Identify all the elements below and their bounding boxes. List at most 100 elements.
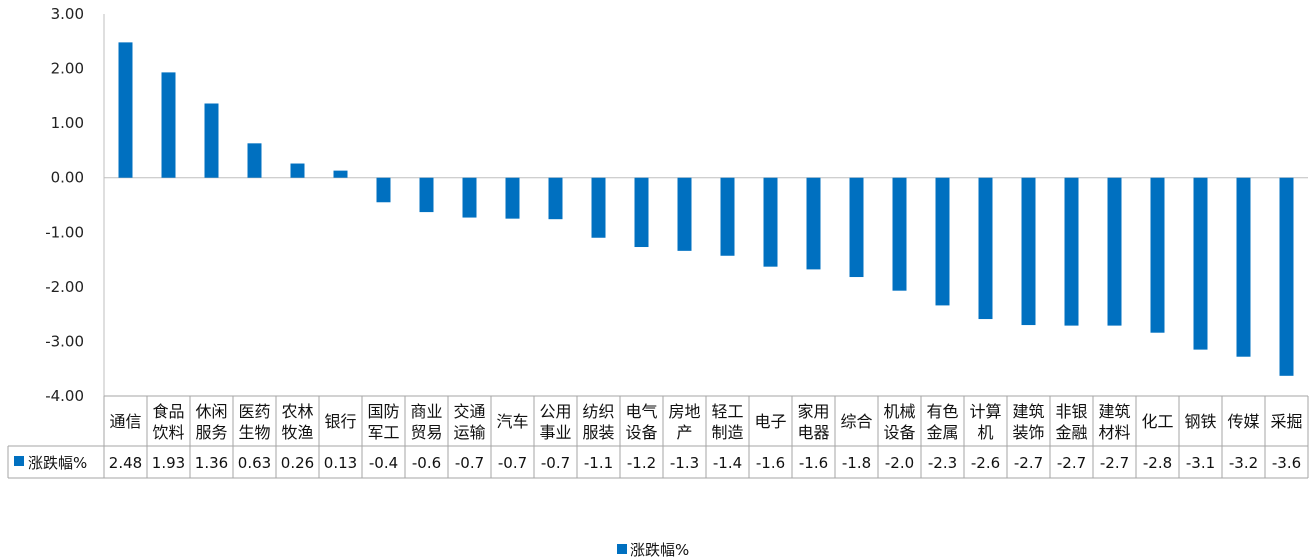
bar [1279, 177, 1294, 376]
bar [1064, 177, 1079, 326]
category-label: 建筑 [1012, 402, 1044, 421]
y-tick-label: -3.00 [45, 332, 84, 350]
bar [806, 177, 821, 270]
table-value: -2.8 [1143, 454, 1172, 472]
table-value: -1.2 [627, 454, 656, 472]
category-label: 运输 [453, 423, 485, 442]
table-value: -3.1 [1186, 454, 1215, 472]
legend-label: 涨跌幅% [630, 541, 689, 559]
table-value: -1.6 [799, 454, 828, 472]
category-label: 电器 [797, 423, 829, 442]
category-label: 房地 [668, 402, 700, 421]
bar [763, 177, 778, 267]
bar [505, 177, 520, 219]
category-label: 电子 [754, 412, 786, 431]
y-tick-label: -2.00 [45, 278, 84, 296]
category-label: 通信 [109, 412, 141, 431]
table-value: -0.7 [498, 454, 527, 472]
category-label: 金融 [1055, 423, 1087, 442]
category-label: 交通 [453, 402, 485, 421]
bar [978, 177, 993, 320]
category-label: 家用 [797, 402, 829, 421]
category-label: 材料 [1098, 423, 1130, 442]
table-value: 0.63 [238, 454, 271, 472]
bar [419, 177, 434, 213]
table-value: -1.1 [584, 454, 613, 472]
category-label: 设备 [625, 423, 657, 442]
legend-swatch [617, 544, 627, 554]
y-tick-label: 3.00 [51, 5, 84, 23]
table-value: 0.26 [281, 454, 314, 472]
bar [333, 170, 348, 178]
category-label: 生物 [238, 423, 270, 442]
category-label: 纺织 [582, 402, 614, 421]
bar [290, 163, 305, 178]
category-label: 建筑 [1098, 402, 1130, 421]
bar [849, 177, 864, 278]
table-value: 1.36 [195, 454, 228, 472]
bar [462, 177, 477, 218]
bar [1150, 177, 1165, 333]
y-tick-label: 0.00 [51, 169, 84, 187]
category-label: 制造 [711, 423, 743, 442]
category-label: 公用 [539, 402, 571, 421]
table-series-swatch [14, 456, 24, 466]
bar [677, 177, 692, 251]
y-tick-label: -1.00 [45, 223, 84, 241]
category-label: 汽车 [496, 412, 528, 431]
bar [161, 72, 176, 178]
bar [118, 42, 133, 178]
category-label: 传媒 [1227, 412, 1259, 431]
category-label: 计算 [969, 402, 1001, 421]
bar [247, 143, 262, 178]
category-label: 有色 [926, 402, 958, 421]
category-label: 非银 [1055, 402, 1087, 421]
category-label: 贸易 [410, 423, 442, 442]
bar [204, 103, 219, 178]
category-label: 银行 [324, 412, 356, 431]
table-value: -1.8 [842, 454, 871, 472]
bar [548, 177, 563, 220]
bar [376, 177, 391, 203]
table-series-label: 涨跌幅% [28, 454, 87, 472]
table-value: -2.3 [928, 454, 957, 472]
category-label: 国防 [367, 402, 399, 421]
bar [634, 177, 649, 248]
bar [935, 177, 950, 306]
category-label: 服装 [582, 423, 614, 442]
category-label: 机械 [883, 402, 915, 421]
table-value: -2.6 [971, 454, 1000, 472]
category-label: 采掘 [1270, 412, 1302, 431]
table-value: -1.4 [713, 454, 742, 472]
table-value: -0.7 [541, 454, 570, 472]
bar [1193, 177, 1208, 350]
table-value: 2.48 [109, 454, 142, 472]
legend: 涨跌幅% [617, 541, 689, 559]
table-value: -2.7 [1100, 454, 1129, 472]
category-label: 军工 [367, 423, 399, 442]
table-value: 0.13 [324, 454, 357, 472]
bar [1107, 177, 1122, 326]
table-value: -2.0 [885, 454, 914, 472]
y-tick-label: 1.00 [51, 114, 84, 132]
category-label: 医药 [238, 402, 270, 421]
category-label: 化工 [1141, 412, 1173, 431]
category-label: 商业 [410, 402, 442, 421]
category-label: 综合 [840, 412, 872, 431]
bar [1236, 177, 1251, 357]
category-label: 设备 [883, 423, 915, 442]
table-value: -1.3 [670, 454, 699, 472]
table-value: -1.6 [756, 454, 785, 472]
category-label: 钢铁 [1184, 412, 1216, 431]
bar [1021, 177, 1036, 326]
table-value: -2.7 [1014, 454, 1043, 472]
category-label: 产 [676, 423, 692, 442]
table-value: -0.6 [412, 454, 441, 472]
bar [892, 177, 907, 291]
bar [591, 177, 606, 238]
table-value: -3.2 [1229, 454, 1258, 472]
category-label: 事业 [539, 423, 571, 442]
y-tick-label: 2.00 [51, 60, 84, 78]
bar [720, 177, 735, 256]
table-value: -0.7 [455, 454, 484, 472]
